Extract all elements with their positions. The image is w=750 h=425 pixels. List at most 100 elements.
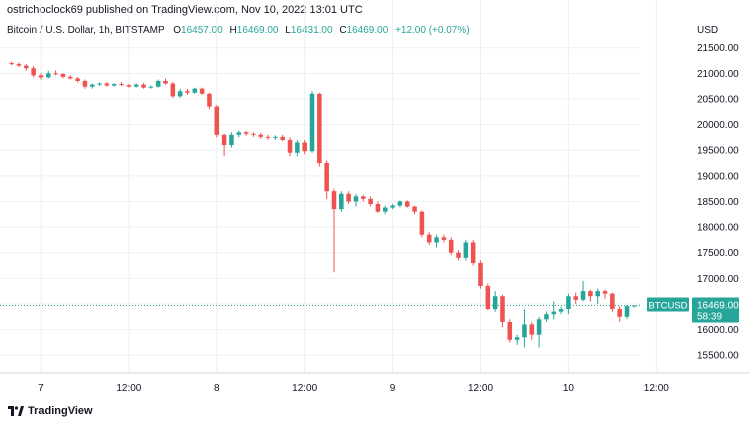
candle: [75, 76, 80, 83]
ticker-label-box: [647, 297, 689, 312]
candle: [163, 78, 168, 85]
candle: [610, 292, 615, 312]
candle-body: [426, 234, 432, 243]
price-tick-label: 16000.00: [697, 325, 739, 336]
candle-body: [456, 252, 461, 258]
candle: [126, 84, 132, 88]
candle-body: [529, 324, 535, 335]
candle: [280, 134, 285, 141]
candle-body: [9, 63, 14, 65]
candle-body: [302, 142, 307, 152]
candle: [221, 133, 227, 157]
candle-body: [514, 337, 520, 340]
candle: [16, 62, 22, 68]
price-label: 16469.00: [697, 301, 739, 312]
brand-name: TradingView: [28, 405, 93, 417]
candle: [97, 82, 102, 87]
candle: [412, 205, 417, 215]
time-axis: 7 12:00 8 12:00 9 12:00 10 12:00: [0, 372, 750, 394]
candle: [133, 83, 139, 88]
candle: [536, 316, 542, 348]
candle-body: [412, 206, 417, 212]
candle-body: [229, 134, 234, 146]
candle-body: [185, 91, 190, 93]
candle: [382, 205, 388, 215]
candle-body: [463, 242, 469, 258]
candle-body: [126, 85, 132, 87]
candle-body: [280, 136, 285, 140]
candle: [111, 83, 117, 87]
candle-body: [287, 139, 293, 153]
candle-body: [324, 163, 329, 192]
time-tick-label: 12:00: [468, 383, 493, 394]
candle: [302, 139, 307, 155]
candle-body: [470, 242, 476, 263]
candle-body: [207, 93, 212, 107]
candle: [441, 234, 447, 243]
published-caption: ostrichoclock69 published on TradingView…: [7, 4, 363, 16]
candle: [265, 134, 271, 140]
candle-body: [258, 134, 264, 137]
candle-body: [617, 309, 622, 317]
ticker-label: BTCUSD: [648, 301, 687, 312]
candle-body: [346, 193, 351, 202]
candle-body: [75, 78, 80, 81]
symbol-name[interactable]: Bitcoin / U.S. Dollar, 1h, BITSTAMP: [7, 25, 165, 36]
candle: [602, 289, 608, 299]
candle-body: [368, 198, 373, 204]
candle-body: [214, 106, 220, 135]
candle-body: [573, 296, 579, 300]
candle-body: [500, 296, 505, 322]
candle: [492, 291, 498, 312]
candle-body: [192, 88, 198, 93]
candle: [31, 66, 36, 78]
candle-body: [339, 193, 344, 210]
candle: [287, 137, 293, 157]
candle: [588, 289, 593, 302]
candle: [258, 132, 264, 139]
candle: [580, 280, 586, 302]
candle: [632, 305, 637, 308]
candle-body: [177, 91, 183, 97]
candle-body: [448, 239, 454, 253]
candle: [470, 239, 476, 266]
candle-body: [397, 201, 403, 206]
candle: [456, 250, 461, 261]
price-tick-label: 18500.00: [697, 197, 739, 208]
candle: [544, 311, 549, 322]
candle: [214, 105, 220, 138]
candle-body: [148, 86, 154, 88]
candle-body: [104, 83, 110, 86]
candle: [426, 232, 432, 245]
candle: [148, 85, 154, 89]
tradingview-logo-icon: [8, 406, 24, 416]
candle: [375, 201, 381, 213]
candle: [331, 188, 337, 273]
candle: [185, 88, 190, 95]
candles-layer: [9, 61, 637, 348]
candle: [551, 301, 557, 320]
brand[interactable]: TradingView: [8, 405, 93, 417]
candle-body: [404, 201, 410, 207]
price-tick-label: 19500.00: [697, 146, 739, 157]
candle-body: [580, 291, 586, 300]
candle: [243, 130, 249, 136]
candle-body: [331, 191, 337, 210]
candle: [463, 239, 469, 261]
candle-body: [67, 76, 73, 79]
candle: [514, 334, 520, 345]
candle-body: [419, 211, 425, 235]
candle: [448, 237, 454, 256]
candle-body: [265, 136, 271, 138]
candle-body: [522, 324, 527, 338]
symbol-ohlc-line: Bitcoin / U.S. Dollar, 1h, BITSTAMP O164…: [7, 25, 474, 36]
candle: [199, 87, 205, 95]
candle: [419, 210, 425, 238]
price-tick-label: 17500.00: [697, 248, 739, 259]
time-tick-label: 10: [563, 383, 575, 394]
candle-body: [382, 207, 388, 212]
candle: [368, 196, 373, 207]
price-tick-label: 20500.00: [697, 94, 739, 105]
